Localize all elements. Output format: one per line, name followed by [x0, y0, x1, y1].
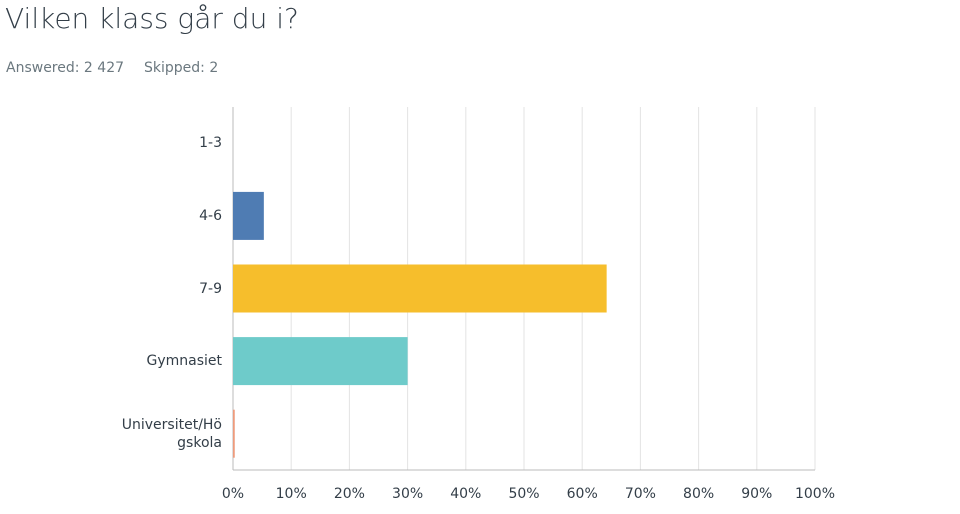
chart-title: Vilken klass går du i? [5, 2, 299, 35]
y-tick-label: 4-6 [199, 207, 222, 224]
x-tick-label: 0% [222, 486, 244, 502]
bar [233, 409, 235, 458]
x-tick-label: 100% [795, 486, 835, 502]
x-tick-label: 30% [392, 486, 423, 502]
y-tick-label: 7-9 [199, 280, 222, 297]
x-tick-label: 20% [334, 486, 365, 502]
x-tick-label: 80% [683, 486, 714, 502]
bar [233, 264, 607, 313]
x-tick-label: 60% [567, 486, 598, 502]
skipped: Skipped: 2 [144, 60, 219, 76]
y-tick-label: Universitet/Högskola [121, 416, 222, 451]
y-tick-label: Gymnasiet [146, 353, 222, 370]
x-tick-label: 70% [625, 486, 656, 502]
x-tick-label: 90% [741, 486, 772, 502]
answered: Answered: 2 427 [6, 60, 125, 76]
bar [233, 191, 264, 240]
y-tick-label: 1-3 [199, 135, 222, 152]
bar [233, 337, 408, 386]
x-tick-label: 40% [450, 486, 481, 502]
x-tick-label: 50% [508, 486, 539, 502]
x-tick-label: 10% [276, 486, 307, 502]
